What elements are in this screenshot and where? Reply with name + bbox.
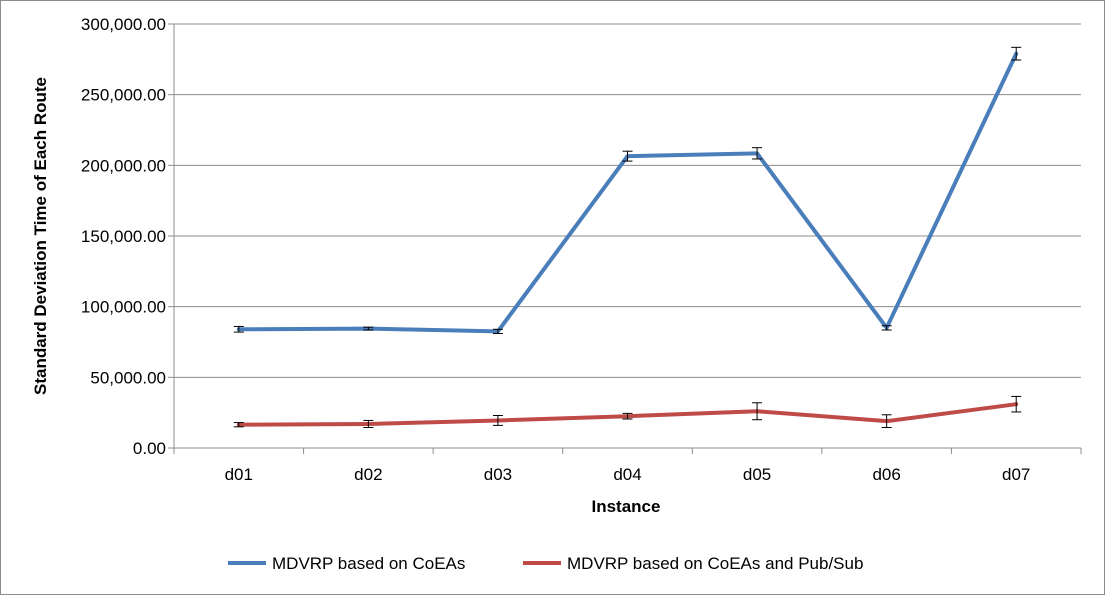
series-line: [236, 51, 1019, 334]
y-tick-label: 300,000.00: [81, 15, 166, 34]
error-bar: [752, 147, 763, 160]
error-bar: [363, 326, 374, 331]
x-tick-label: d07: [1002, 465, 1030, 484]
y-tick-label: 250,000.00: [81, 86, 166, 105]
error-bar: [233, 325, 244, 333]
series-layer: [233, 46, 1022, 429]
x-tick-label: d01: [225, 465, 253, 484]
error-bar: [1011, 46, 1022, 61]
y-tick-label: 150,000.00: [81, 227, 166, 246]
x-tick-label: d03: [484, 465, 512, 484]
axes: [168, 23, 1082, 454]
series-1: [233, 395, 1022, 429]
y-tick-label: 100,000.00: [81, 298, 166, 317]
error-bar: [1011, 395, 1022, 413]
error-bar: [622, 150, 633, 162]
y-axis-title: Standard Deviation Time of Each Route: [31, 77, 50, 395]
error-bar: [492, 328, 503, 335]
error-bar: [233, 422, 244, 428]
x-tick-label: d05: [743, 465, 771, 484]
legend-label-coeas-pubsub: MDVRP based on CoEAs and Pub/Sub: [567, 554, 863, 573]
error-bar: [881, 325, 892, 331]
series-0: [233, 46, 1022, 335]
legend-label-coeas: MDVRP based on CoEAs: [272, 554, 465, 573]
y-tick-label: 50,000.00: [90, 368, 166, 387]
x-tick-label: d02: [354, 465, 382, 484]
x-tick-label: d06: [872, 465, 900, 484]
error-bar: [492, 414, 503, 426]
y-tick-labels: 0.00 50,000.00 100,000.00 150,000.00 200,000…: [81, 15, 166, 458]
y-tick-label: 200,000.00: [81, 156, 166, 175]
x-tick-label: d04: [613, 465, 641, 484]
legend: MDVRP based on CoEAs MDVRP based on CoEA…: [228, 554, 863, 573]
error-bar: [752, 402, 763, 421]
x-tick-labels: d01 d02 d03 d04 d05 d06 d07: [225, 465, 1031, 484]
gridlines: [174, 23, 1081, 378]
x-axis-title: Instance: [592, 497, 661, 516]
error-bar: [363, 419, 374, 429]
error-bar: [881, 414, 892, 429]
y-tick-label: 0.00: [133, 439, 166, 458]
error-bar: [622, 412, 633, 420]
